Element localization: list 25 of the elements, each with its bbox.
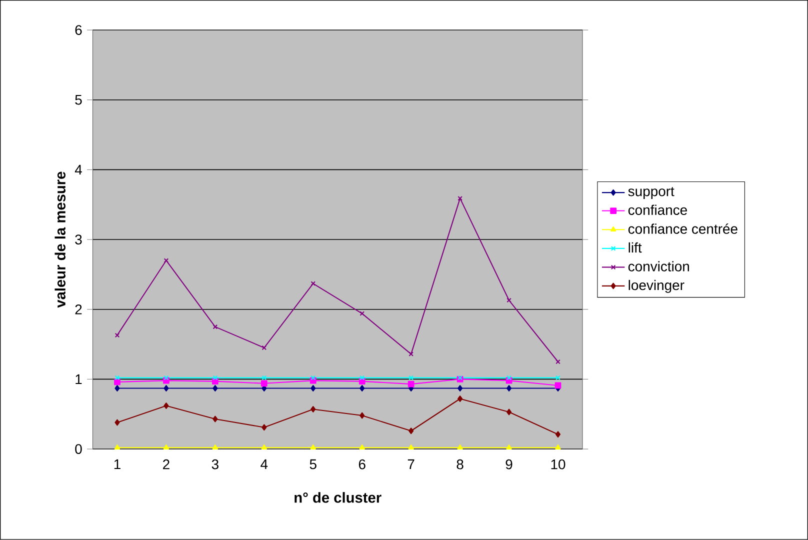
x-tick-label: 5 (310, 460, 316, 470)
x-tick-label: 9 (506, 460, 512, 470)
legend-label: confiance centrée (628, 224, 738, 234)
legend-label: conviction (628, 261, 690, 272)
y-tick-label: 1 (76, 374, 82, 384)
legend-label: loevinger (628, 280, 684, 294)
x-tick-label: 6 (358, 460, 366, 470)
x-tick-label: 4 (260, 460, 268, 470)
x-tick-label: 7 (408, 460, 414, 470)
y-tick-label: 6 (75, 25, 82, 36)
y-tick-label: 4 (74, 165, 82, 175)
y-tick-label: 5 (75, 95, 82, 105)
y-tick-label: 2 (75, 304, 82, 314)
legend-label: lift (628, 242, 642, 253)
legend-label: confiance (628, 204, 687, 216)
x-tick-label: 10 (551, 460, 566, 470)
y-axis-title: valeur de la mesure (54, 172, 66, 308)
x-tick-label: 8 (456, 460, 464, 470)
x-tick-label: 2 (163, 460, 170, 470)
x-tick-label: 1 (114, 460, 120, 470)
legend-label: support (628, 187, 674, 200)
y-tick-label: 0 (75, 444, 82, 454)
x-tick-label: 3 (212, 460, 218, 470)
x-axis-title: n° de cluster (294, 492, 382, 503)
y-tick-label: 3 (75, 234, 82, 245)
